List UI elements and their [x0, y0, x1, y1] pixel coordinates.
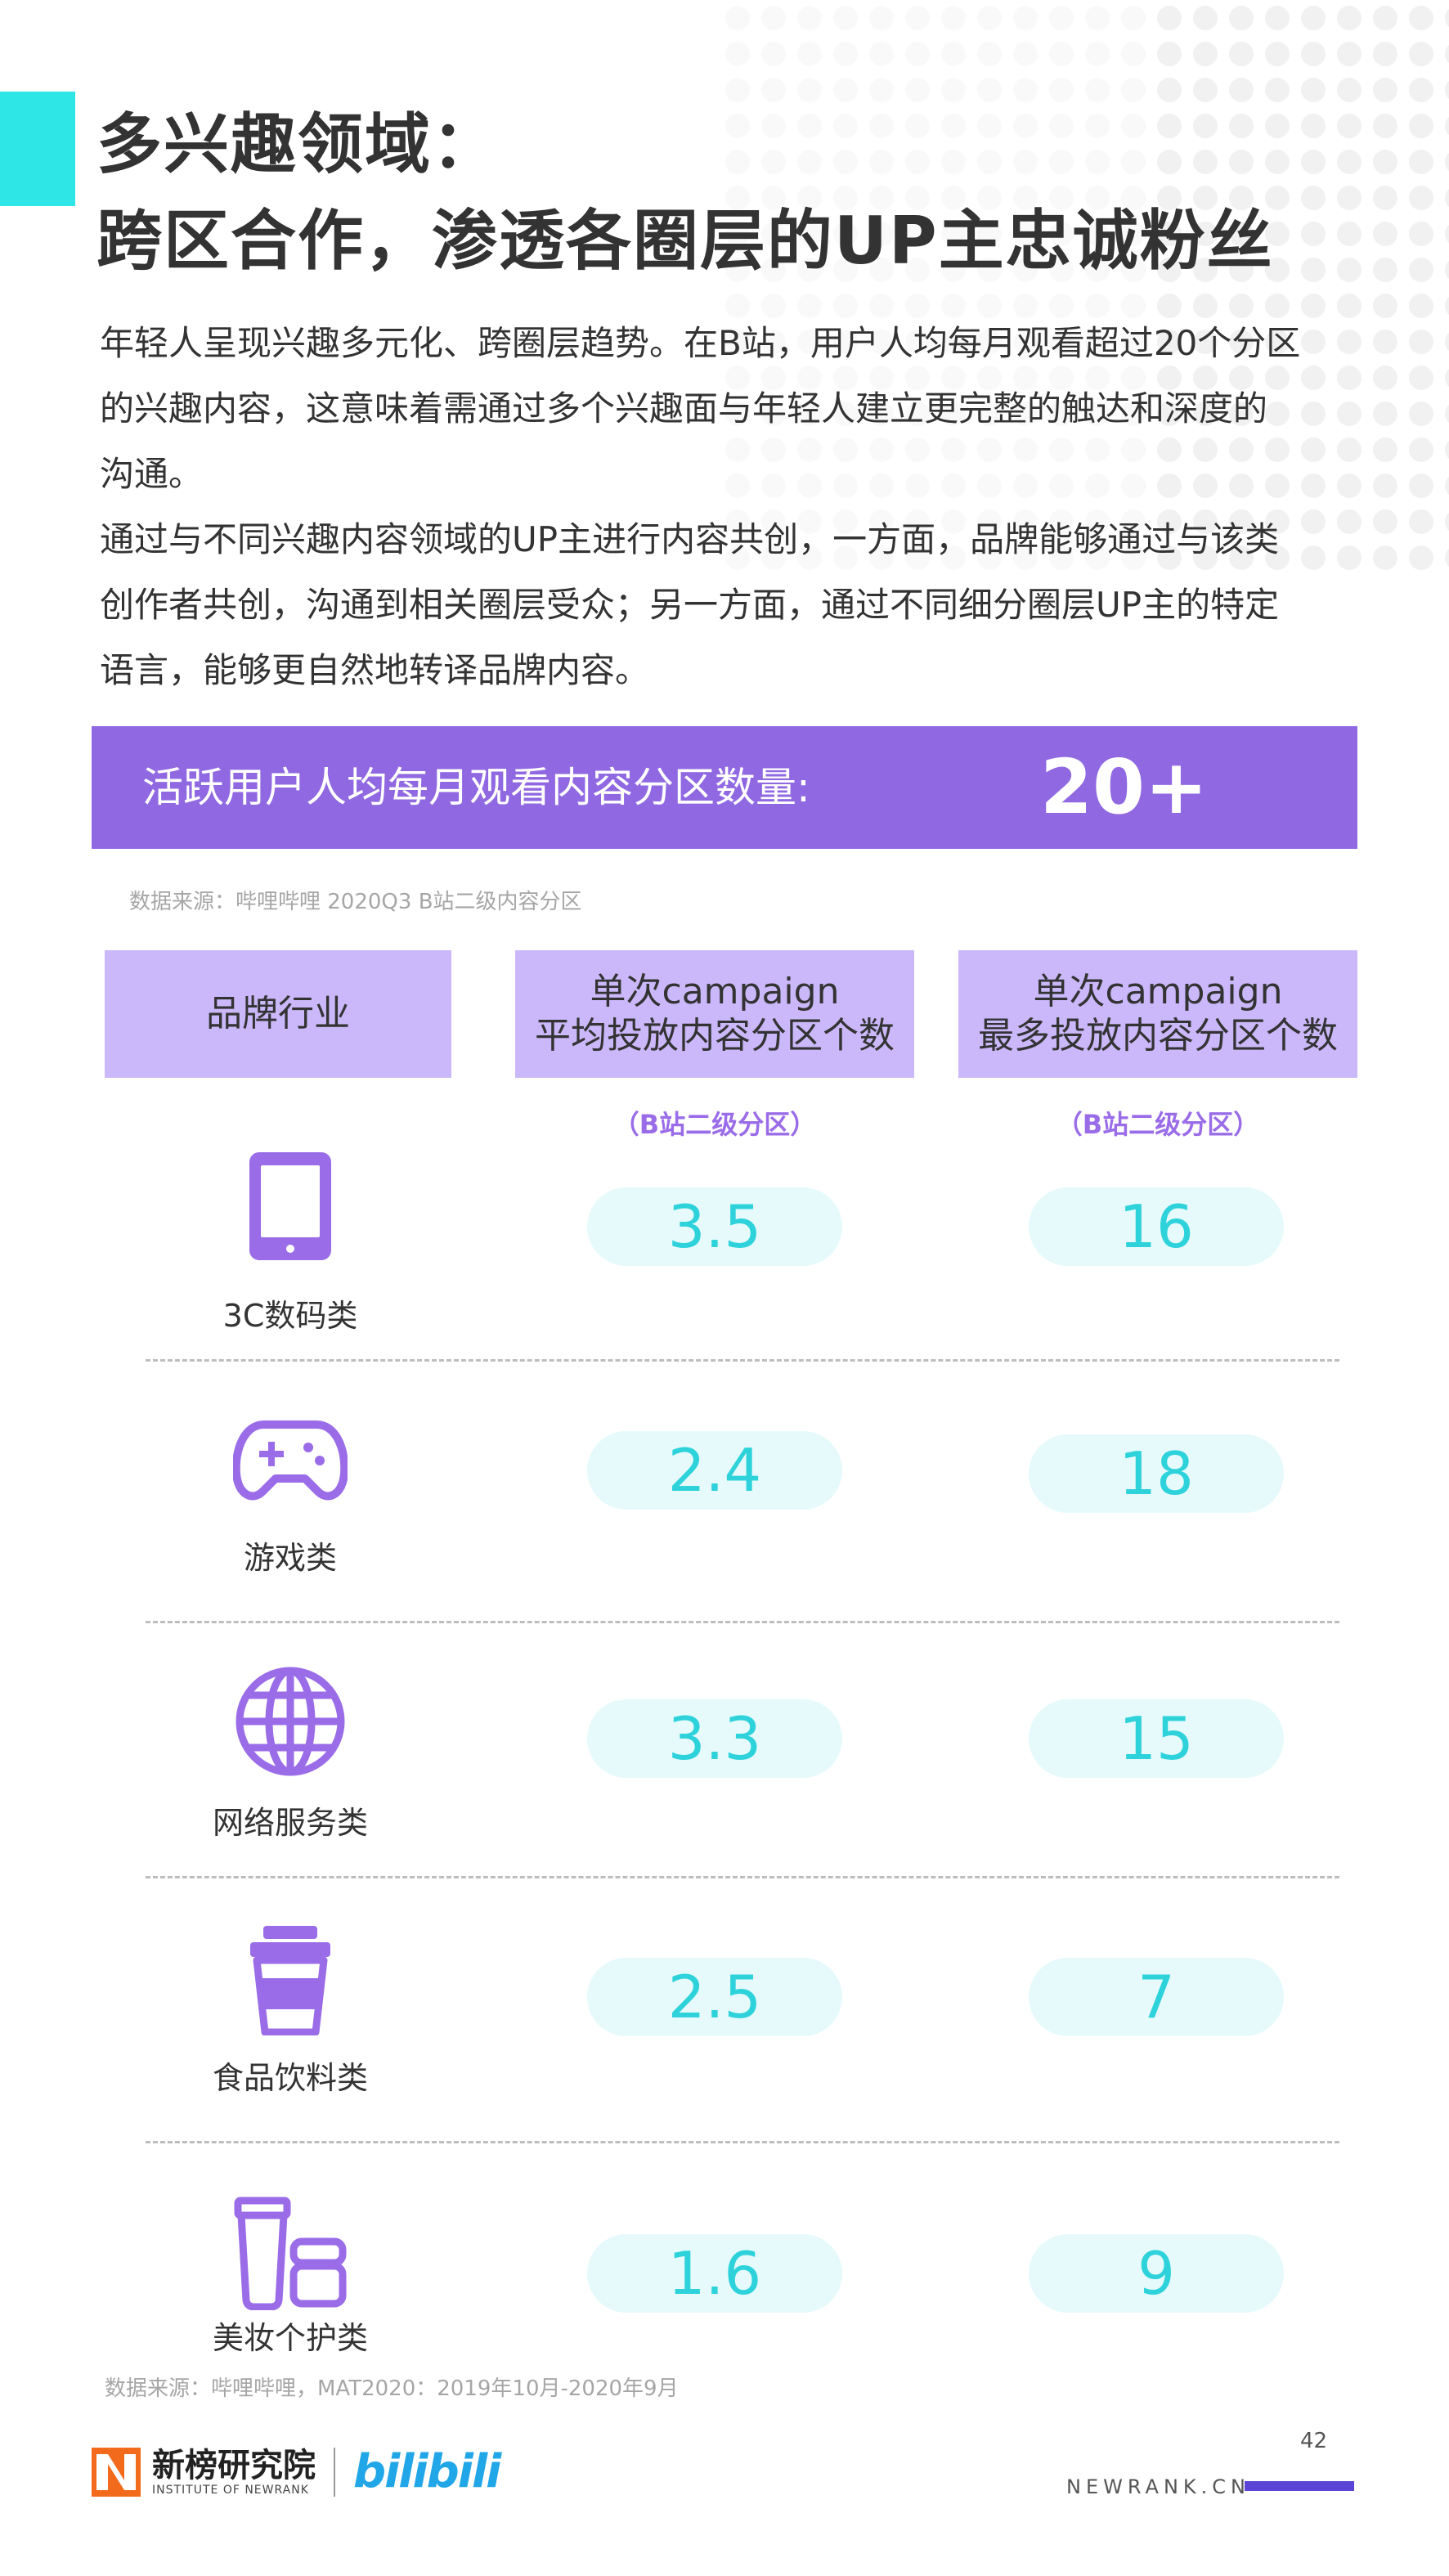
stat-banner-value: 20+	[1040, 743, 1209, 831]
intro-line: 创作者共创，沟通到相关圈层受众；另一方面，通过不同细分圈层UP主的特定	[100, 585, 1280, 625]
table-header-avg-sections: 单次campaign 平均投放内容分区个数	[515, 950, 914, 1078]
newrank-logo-icon	[92, 2447, 141, 2497]
sub-label-max: （B站二级分区）	[1056, 1109, 1260, 1140]
intro-line: 沟通。	[100, 454, 204, 494]
footer-logos: 新榜研究院 INSTITUTE OF NEWRANK bilibili	[92, 2445, 501, 2498]
row-divider	[146, 1621, 1339, 1623]
title-line-2: 跨区合作，渗透各圈层的UP主忠诚粉丝	[96, 203, 1274, 279]
avg-value-pill: 3.5	[587, 1187, 842, 1266]
row-divider	[146, 1359, 1339, 1362]
page-number: 42	[1300, 2429, 1328, 2453]
newrank-brand-en: INSTITUTE OF NEWRANK	[152, 2483, 309, 2497]
avg-value-pill: 3.3	[587, 1699, 842, 1778]
avg-value-pill: 1.6	[587, 2234, 842, 2313]
max-value-pill: 16	[1029, 1187, 1284, 1266]
tablet-icon	[229, 1145, 352, 1268]
table-header-max-sections: 单次campaign 最多投放内容分区个数	[958, 950, 1357, 1078]
cosmetics-icon	[229, 2192, 352, 2314]
title-line-1: 多兴趣领域：	[96, 106, 499, 182]
page-title: 多兴趣领域： 跨区合作，渗透各圈层的UP主忠诚粉丝	[96, 96, 1274, 289]
stat-banner-label: 活跃用户人均每月观看内容分区数量:	[142, 764, 810, 811]
avg-value-pill: 2.5	[587, 1958, 842, 2036]
intro-line: 通过与不同兴趣内容领域的UP主进行内容共创，一方面，品牌能够通过与该类	[100, 519, 1280, 559]
industry-name: 游戏类	[243, 1540, 337, 1576]
header-line: 平均投放内容分区个数	[535, 1015, 895, 1057]
title-accent-bar	[0, 92, 75, 206]
industry-name: 食品饮料类	[212, 2060, 368, 2096]
sub-label-avg: （B站二级分区）	[612, 1109, 817, 1140]
row-divider	[146, 1876, 1339, 1878]
industry-name: 3C数码类	[222, 1298, 358, 1334]
newrank-brand-cn: 新榜研究院	[152, 2446, 316, 2484]
max-value-pill: 18	[1029, 1434, 1284, 1513]
header-line: 单次campaign	[1033, 971, 1283, 1012]
intro-line: 的兴趣内容，这意味着需通过多个兴趣面与年轻人建立更完整的触达和深度的	[100, 388, 1268, 429]
bilibili-logo: bilibili	[353, 2445, 501, 2498]
industry-name: 美妆个护类	[212, 2320, 368, 2356]
data-source-note: 数据来源：哔哩哔哩 2020Q3 B站二级内容分区	[129, 890, 582, 914]
intro-paragraph: 年轻人呈现兴趣多元化、跨圈层趋势。在B站，用户人均每月观看超过20个分区 的兴趣…	[100, 311, 1359, 703]
max-value-pill: 9	[1029, 2234, 1284, 2313]
cup-icon	[229, 1919, 352, 2041]
stat-banner: 活跃用户人均每月观看内容分区数量: 20+	[92, 726, 1357, 849]
avg-value-pill: 2.4	[587, 1431, 842, 1510]
industry-name: 网络服务类	[212, 1805, 368, 1841]
globe-icon	[229, 1660, 352, 1783]
logo-separator	[334, 2447, 335, 2497]
max-value-pill: 7	[1029, 1958, 1284, 2036]
table-header-industry: 品牌行业	[105, 950, 451, 1078]
site-accent-bar	[1245, 2481, 1354, 2491]
site-url: NEWRANK.CN	[1066, 2475, 1250, 2498]
data-source-note: 数据来源：哔哩哔哩，MAT2020：2019年10月-2020年9月	[105, 2376, 679, 2401]
header-line: 品牌行业	[206, 993, 350, 1034]
intro-line: 年轻人呈现兴趣多元化、跨圈层趋势。在B站，用户人均每月观看超过20个分区	[100, 323, 1301, 363]
intro-line: 语言，能够更自然地转译品牌内容。	[100, 650, 650, 690]
header-line: 最多投放内容分区个数	[978, 1015, 1338, 1057]
header-line: 单次campaign	[590, 971, 840, 1012]
newrank-brand: 新榜研究院 INSTITUTE OF NEWRANK	[152, 2448, 316, 2497]
row-divider	[146, 2141, 1339, 2143]
max-value-pill: 15	[1029, 1699, 1284, 1778]
gamepad-icon	[229, 1400, 352, 1523]
